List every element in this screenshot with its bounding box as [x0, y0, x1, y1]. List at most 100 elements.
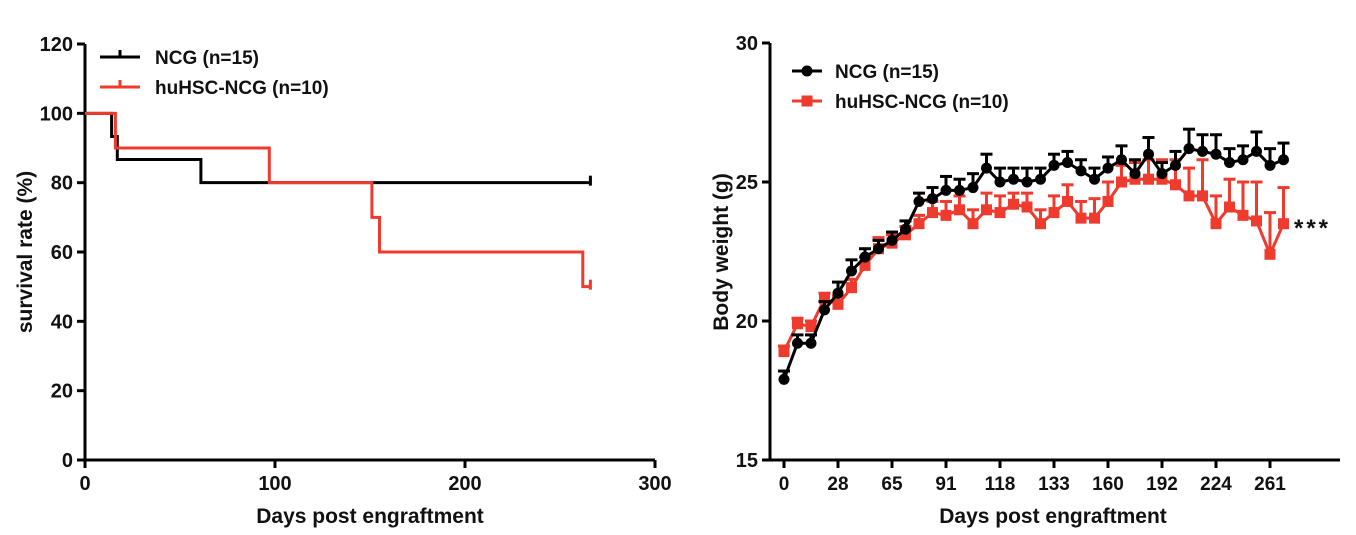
y-tick-label: 20: [736, 311, 758, 333]
data-point: [1251, 215, 1262, 227]
legend-label: NCG (n=15): [155, 48, 259, 69]
data-point: [1278, 218, 1289, 230]
data-point: [1156, 168, 1168, 180]
y-tick-label: 100: [40, 103, 73, 125]
x-tick-label: 0: [779, 474, 790, 495]
data-point: [1143, 173, 1154, 185]
data-point: [1170, 159, 1181, 171]
x-tick-label: 200: [448, 473, 481, 495]
y-axis-label: Body weight (g): [710, 173, 733, 330]
data-point: [1251, 145, 1262, 157]
legend-label: huHSC-NCG (n=10): [835, 92, 1009, 113]
data-point: [1075, 165, 1087, 177]
data-point: [1035, 173, 1046, 185]
data-point: [805, 337, 817, 349]
data-point: [913, 218, 925, 230]
x-tick-label: 300: [638, 473, 671, 495]
x-tick-label: 118: [985, 474, 1016, 495]
data-point: [1021, 201, 1033, 213]
data-point: [1143, 148, 1154, 160]
data-point: [1035, 218, 1046, 230]
data-point: [900, 223, 911, 235]
data-point: [886, 234, 898, 246]
data-point: [1183, 143, 1195, 155]
data-point: [967, 182, 979, 194]
data-point: [1156, 173, 1168, 185]
x-tick-label: 28: [827, 474, 848, 495]
body-weight-chart: 0 28 65 91 118 133 160 192 224 261 15 20 25 30 Days po…: [710, 33, 1340, 528]
x-tick-label: 192: [1146, 474, 1178, 495]
data-point: [1062, 195, 1073, 207]
y-tick-label: 40: [51, 311, 73, 333]
data-point: [873, 243, 884, 255]
survival-line-1: [85, 111, 591, 289]
legend-marker: [801, 95, 813, 107]
y-tick-label: 120: [40, 34, 73, 56]
x-tick-label: 133: [1038, 474, 1070, 495]
legend-label: huHSC-NCG (n=10): [155, 78, 329, 99]
data-point: [1102, 162, 1114, 174]
data-point: [1224, 201, 1235, 213]
data-point: [940, 184, 952, 196]
data-point: [1278, 154, 1289, 166]
x-tick-label: 65: [881, 474, 903, 495]
x-tick-label: 261: [1254, 474, 1286, 495]
data-point: [1021, 176, 1033, 188]
data-point: [1102, 195, 1114, 207]
data-point: [805, 321, 817, 333]
data-point: [1237, 154, 1249, 166]
data-point: [1062, 157, 1073, 169]
data-point: [819, 293, 830, 305]
x-tick-label: 91: [935, 474, 957, 495]
y-tick-label: 25: [736, 172, 758, 194]
data-point: [1224, 157, 1235, 169]
data-point: [846, 265, 857, 277]
data-point: [1048, 207, 1060, 219]
series-line-0: [782, 146, 1285, 380]
data-point: [994, 176, 1006, 188]
data-point: [994, 207, 1006, 219]
data-point: [832, 298, 844, 310]
data-point: [1197, 190, 1208, 202]
data-point: [832, 287, 844, 299]
data-point: [1197, 145, 1208, 157]
data-point: [1264, 248, 1276, 260]
y-axis-label: survival rate (%): [14, 171, 37, 333]
y-tick-label: 30: [736, 33, 758, 55]
data-point: [1264, 159, 1276, 171]
data-point: [1129, 173, 1141, 185]
data-point: [778, 346, 790, 358]
data-point: [954, 204, 965, 216]
data-point: [954, 184, 965, 196]
data-point: [1008, 198, 1019, 210]
data-point: [1210, 218, 1222, 230]
x-tick-label: 100: [258, 473, 291, 495]
data-point: [859, 259, 871, 271]
data-point: [846, 282, 857, 294]
data-point: [1237, 209, 1249, 221]
data-point: [1075, 212, 1087, 224]
data-point: [792, 318, 803, 330]
data-point: [927, 193, 938, 205]
data-point: [1089, 212, 1100, 224]
data-point: [1170, 179, 1181, 191]
data-point: [1048, 159, 1060, 171]
data-point: [819, 304, 830, 316]
data-point: [1116, 154, 1127, 166]
significance-annotation: ***: [1294, 215, 1331, 242]
data-point: [859, 251, 871, 263]
data-point: [1183, 190, 1195, 202]
y-tick-label: 15: [736, 450, 758, 472]
data-point: [1089, 173, 1100, 185]
data-point: [981, 204, 992, 216]
data-point: [967, 218, 979, 230]
data-point: [900, 229, 911, 241]
data-point: [981, 162, 992, 174]
x-tick-label: 0: [79, 473, 90, 495]
legend-marker: [801, 65, 813, 77]
data-point: [927, 207, 938, 219]
y-tick-label: 20: [51, 381, 73, 403]
x-tick-label: 224: [1200, 474, 1232, 495]
x-axis-label: Days post engraftment: [256, 505, 484, 528]
